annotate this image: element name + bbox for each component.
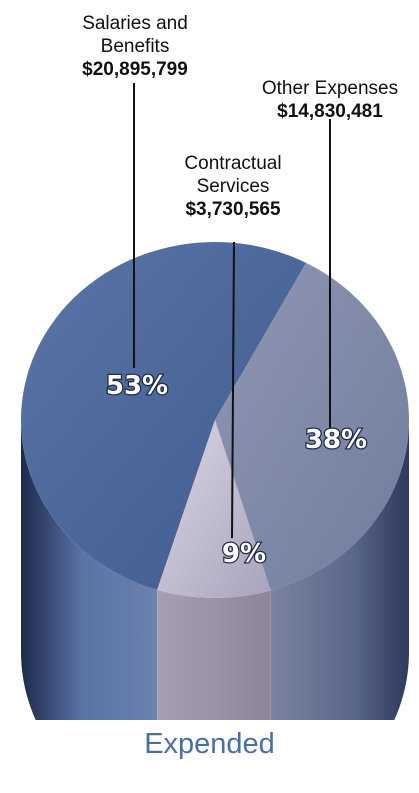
label-salaries-name-2: Benefits — [100, 36, 170, 57]
leader-contractual — [231, 241, 235, 539]
label-salaries-amount: $20,895,799 — [82, 59, 188, 80]
side-salaries — [21, 420, 158, 720]
chart-caption: Expended — [144, 728, 275, 760]
slice-contractual — [157, 420, 271, 598]
side-other — [270, 420, 409, 720]
side-contractual — [157, 589, 271, 720]
label-contractual-name-2: Services — [196, 176, 270, 197]
percent-label-salaries: 53% — [106, 371, 168, 401]
label-other-amount: $14,830,481 — [277, 101, 383, 122]
pie-chart: 53% 38% 9% — [21, 83, 410, 720]
percent-label-contractual: 9% — [222, 539, 266, 569]
label-contractual: Contractual Services $3,730,565 — [158, 152, 308, 221]
label-contractual-name-1: Contractual — [184, 153, 282, 174]
label-salaries-name-1: Salaries and — [82, 13, 188, 34]
percent-label-other: 38% — [305, 425, 367, 455]
label-salaries: Salaries and Benefits $20,895,799 — [60, 12, 210, 81]
label-other: Other Expenses $14,830,481 — [240, 77, 419, 123]
slice-salaries — [21, 242, 307, 590]
label-other-name-1: Other Expenses — [261, 78, 399, 99]
label-contractual-amount: $3,730,565 — [185, 199, 281, 220]
slice-other — [215, 262, 410, 591]
